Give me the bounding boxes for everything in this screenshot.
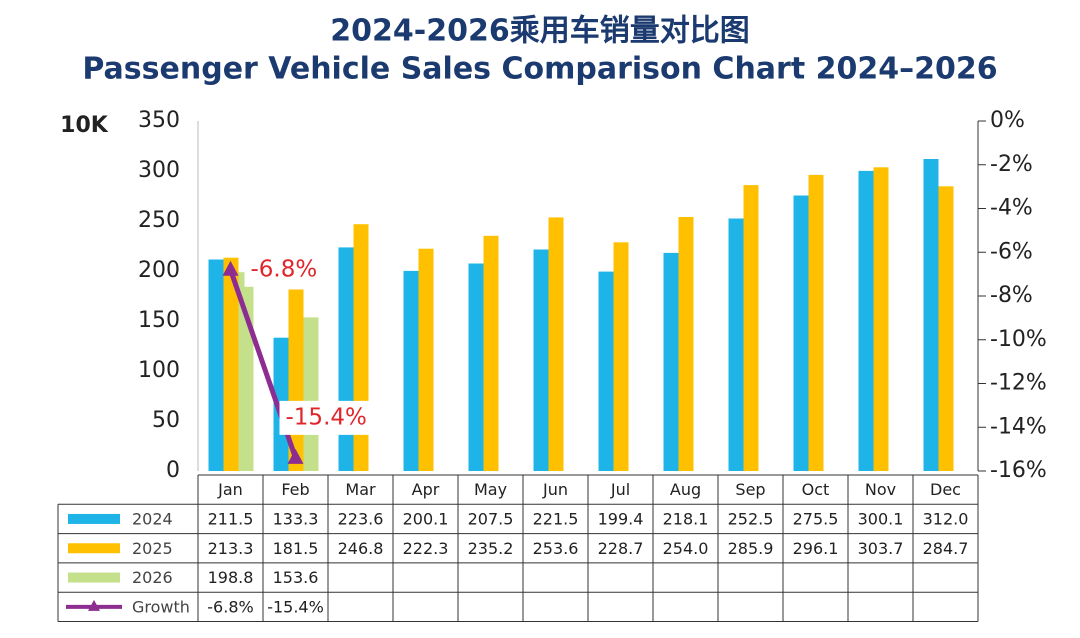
y2-tick-label: -2% (990, 152, 1033, 177)
table-cell: 198.8 (208, 568, 254, 587)
data-label-box (279, 400, 376, 435)
data-label: -15.4% (286, 404, 367, 430)
table-cell: 228.7 (598, 539, 644, 558)
legend-swatch (68, 543, 120, 554)
table-cell: 207.5 (468, 509, 514, 528)
table-cell: 252.5 (728, 509, 774, 528)
bar (548, 217, 564, 471)
legend-swatch (68, 572, 120, 583)
bar (858, 170, 874, 471)
y-tick-label: 100 (138, 358, 180, 383)
table-cell: 285.9 (728, 539, 774, 558)
y-tick-label: 300 (138, 158, 180, 183)
y-tick-label: 150 (138, 308, 180, 333)
x-tick-label: May (474, 480, 507, 499)
bar (728, 218, 744, 471)
table-cell: 303.7 (858, 539, 904, 558)
y-axis-label: 10K (60, 113, 109, 138)
chart-subtitle: Passenger Vehicle Sales Comparison Chart… (82, 52, 997, 87)
bar (613, 242, 629, 471)
y-tick-label: 200 (138, 258, 180, 283)
bar (418, 248, 434, 471)
x-tick-label: Nov (865, 480, 896, 499)
table-cell: -6.8% (207, 597, 253, 616)
y-tick-label: 350 (138, 108, 180, 133)
table-cell: 221.5 (533, 509, 579, 528)
bar (303, 317, 319, 471)
table-cell: 254.0 (663, 539, 709, 558)
table-cell: 211.5 (208, 509, 254, 528)
legend-swatch (68, 513, 120, 524)
x-tick-label: Dec (930, 480, 961, 499)
table-cell: 275.5 (793, 509, 839, 528)
table-cell: 153.6 (273, 568, 319, 587)
table-cell: 200.1 (403, 509, 449, 528)
table-cell: 133.3 (273, 509, 319, 528)
table-cell: 235.2 (468, 539, 514, 558)
x-tick-label: Oct (802, 480, 830, 499)
y2-tick-label: -6% (990, 239, 1033, 264)
table-cell: 296.1 (793, 539, 839, 558)
bar (338, 247, 354, 471)
table-cell: 199.4 (598, 509, 644, 528)
bar (873, 167, 889, 472)
bar (743, 185, 759, 471)
growth-marker (222, 260, 239, 276)
bar (208, 259, 224, 471)
bar (403, 270, 419, 471)
bar (598, 271, 614, 471)
table-cell: 284.7 (923, 539, 969, 558)
y2-tick-label: -16% (990, 458, 1047, 483)
y2-tick-label: 0% (990, 108, 1025, 133)
x-tick-label: Apr (412, 480, 440, 499)
table-cell: 246.8 (338, 539, 384, 558)
y-tick-label: 250 (138, 208, 180, 233)
table-cell: 312.0 (923, 509, 969, 528)
bar (678, 217, 694, 471)
table-cell: 222.3 (403, 539, 449, 558)
y2-tick-label: -14% (990, 414, 1047, 439)
x-tick-label: Jan (217, 480, 243, 499)
legend-label: Growth (132, 597, 190, 616)
table-cell: 213.3 (208, 539, 254, 558)
bar (808, 174, 824, 471)
x-tick-label: Jul (610, 480, 630, 499)
x-tick-label: Mar (345, 480, 376, 499)
data-label-box (244, 252, 327, 287)
y2-tick-label: -4% (990, 196, 1033, 221)
bar (793, 195, 809, 471)
legend-swatch (88, 599, 100, 611)
y2-tick-label: -10% (990, 327, 1047, 352)
y2-tick-label: -8% (990, 283, 1033, 308)
x-tick-label: Feb (281, 480, 309, 499)
chart-title: 2024-2026乘用车销量对比图 (330, 14, 749, 49)
x-tick-label: Sep (735, 480, 765, 499)
growth-marker (287, 448, 304, 464)
legend-label: 2026 (132, 568, 173, 587)
bar (468, 263, 484, 471)
bar (483, 235, 499, 471)
x-tick-label: Jun (542, 480, 568, 499)
table-cell: 253.6 (533, 539, 579, 558)
table-cell: 300.1 (858, 509, 904, 528)
y-tick-label: 0 (166, 458, 180, 483)
legend-label: 2024 (132, 509, 173, 528)
table-cell: 218.1 (663, 509, 709, 528)
bar (663, 252, 679, 471)
table-cell: -15.4% (267, 597, 324, 616)
x-tick-label: Aug (670, 480, 701, 499)
bar (223, 257, 239, 471)
legend-label: 2025 (132, 539, 173, 558)
table-cell: 223.6 (338, 509, 384, 528)
y2-tick-label: -12% (990, 371, 1047, 396)
bar (938, 186, 954, 472)
table-cell: 181.5 (273, 539, 319, 558)
y-tick-label: 50 (152, 408, 180, 433)
data-label: -6.8% (251, 256, 318, 282)
bar (923, 159, 939, 471)
bar (533, 249, 549, 471)
